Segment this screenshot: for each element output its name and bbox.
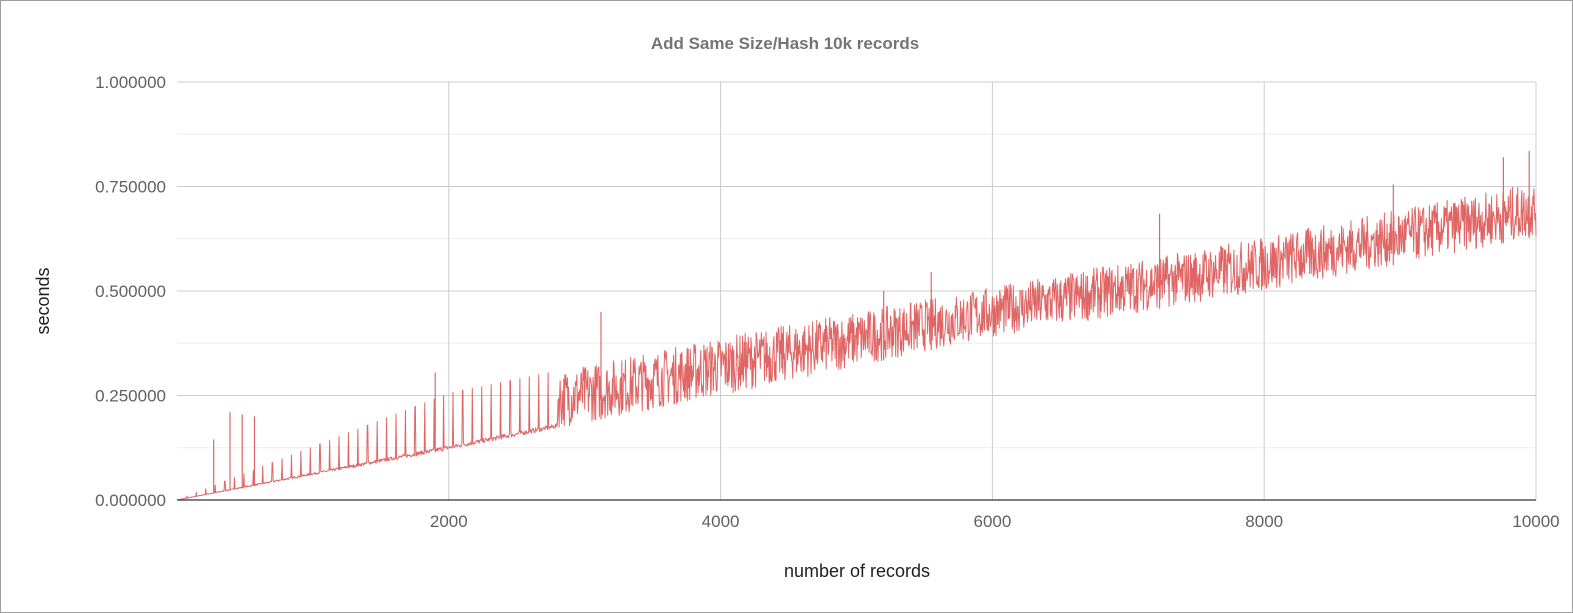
series-layer	[176, 150, 1537, 501]
series-line	[176, 186, 1537, 501]
x-tick-label: 4000	[702, 512, 740, 531]
x-tick-label: 10000	[1512, 512, 1559, 531]
y-tick-label: 0.250000	[95, 387, 166, 406]
y-tick-label: 1.000000	[95, 73, 166, 92]
y-tick-label: 0.000000	[95, 491, 166, 510]
chart-title: Add Same Size/Hash 10k records	[651, 34, 919, 53]
x-tick-labels: 2000 4000 6000 8000 10000	[430, 512, 1560, 531]
x-tick-label: 8000	[1245, 512, 1283, 531]
x-tick-label: 6000	[973, 512, 1011, 531]
y-tick-label: 0.500000	[95, 282, 166, 301]
y-tick-labels: 0.000000 0.250000 0.500000 0.750000 1.000000	[95, 73, 166, 510]
x-axis-label: number of records	[784, 561, 930, 581]
x-tick-label: 2000	[430, 512, 468, 531]
y-tick-label: 0.750000	[95, 178, 166, 197]
y-axis-label: seconds	[33, 267, 53, 334]
gridlines	[177, 81, 1537, 501]
